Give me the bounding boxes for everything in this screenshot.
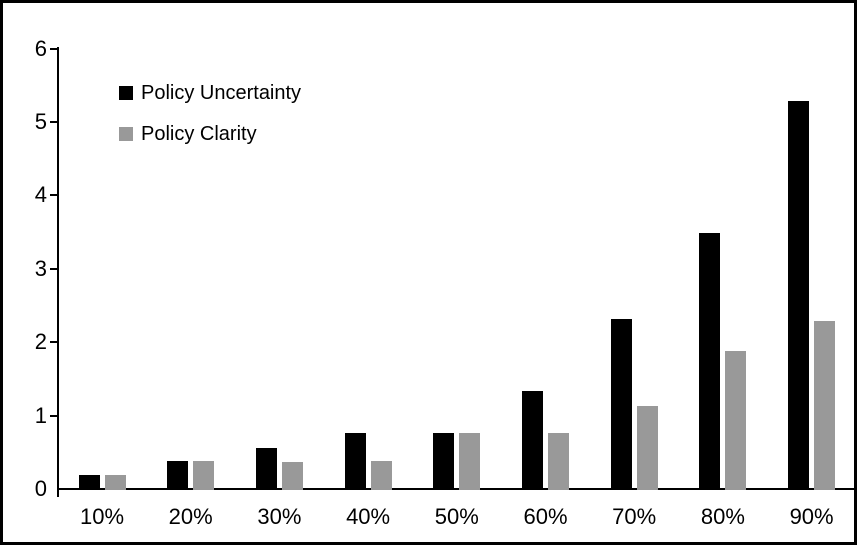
bar-policy-uncertainty-50pct bbox=[433, 433, 454, 490]
y-axis-tick bbox=[50, 267, 59, 270]
legend-item-policy-uncertainty: Policy Uncertainty bbox=[119, 81, 301, 105]
bar-policy-uncertainty-60pct bbox=[522, 391, 543, 490]
bar-policy-clarity-30pct bbox=[282, 462, 303, 490]
bar-policy-clarity-70pct bbox=[637, 406, 658, 490]
bar-policy-uncertainty-70pct bbox=[611, 319, 632, 490]
bar-policy-clarity-20pct bbox=[193, 461, 214, 490]
x-tick-label: 90% bbox=[789, 504, 834, 529]
y-tick-label: 2 bbox=[34, 329, 47, 355]
bar-policy-clarity-60pct bbox=[548, 433, 569, 490]
x-axis-line bbox=[57, 488, 854, 490]
bar-policy-uncertainty-90pct bbox=[788, 101, 809, 490]
x-tick-label: 40% bbox=[346, 504, 391, 529]
y-tick-label: 0 bbox=[34, 476, 47, 501]
y-axis-tick bbox=[50, 194, 59, 197]
legend-swatch-black-icon bbox=[119, 86, 133, 100]
bar-policy-uncertainty-80pct bbox=[699, 233, 720, 490]
legend-label-policy-uncertainty: Policy Uncertainty bbox=[141, 81, 302, 104]
legend-swatch-gray-icon bbox=[119, 127, 133, 141]
y-axis-tick bbox=[50, 341, 59, 344]
y-axis-tick bbox=[50, 414, 59, 417]
y-axis-tick bbox=[50, 47, 59, 50]
bar-policy-uncertainty-10pct bbox=[79, 475, 100, 490]
y-tick-label: 4 bbox=[34, 182, 47, 208]
x-tick-label: 30% bbox=[257, 504, 302, 529]
y-axis-tick bbox=[50, 121, 59, 123]
bar-policy-uncertainty-20pct bbox=[167, 461, 188, 490]
legend: Policy Uncertainty Policy Clarity bbox=[119, 81, 301, 163]
bar-policy-clarity-90pct bbox=[814, 321, 835, 490]
x-tick-label: 10% bbox=[79, 504, 125, 529]
bar-policy-uncertainty-30pct bbox=[256, 448, 277, 490]
x-tick-label: 60% bbox=[523, 504, 568, 529]
y-tick-label: 1 bbox=[34, 402, 47, 428]
bar-policy-clarity-40pct bbox=[371, 461, 392, 490]
x-tick-label: 50% bbox=[434, 504, 479, 529]
x-tick-label: 70% bbox=[612, 504, 657, 529]
y-tick-label: 6 bbox=[34, 35, 47, 61]
bar-policy-clarity-80pct bbox=[725, 351, 746, 490]
y-tick-label: 5 bbox=[34, 109, 47, 134]
legend-label-policy-clarity: Policy Clarity bbox=[141, 122, 257, 145]
legend-item-policy-clarity: Policy Clarity bbox=[119, 122, 301, 146]
y-axis-line bbox=[57, 47, 59, 497]
x-tick-label: 20% bbox=[168, 504, 213, 529]
bar-policy-clarity-10pct bbox=[105, 475, 126, 490]
x-tick-label: 80% bbox=[700, 504, 745, 529]
y-tick-label: 3 bbox=[34, 255, 47, 281]
bar-policy-clarity-50pct bbox=[459, 433, 480, 490]
bar-policy-uncertainty-40pct bbox=[345, 433, 366, 490]
